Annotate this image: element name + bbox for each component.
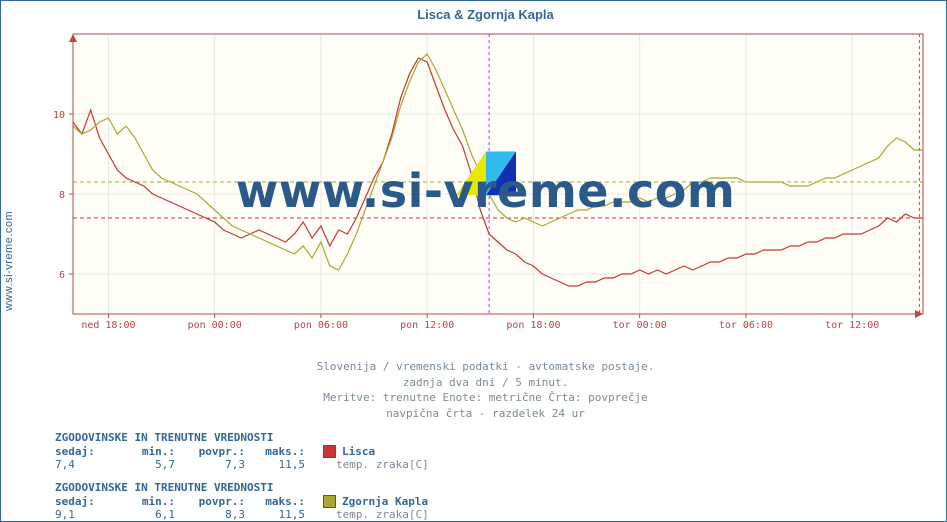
svg-text:tor 12:00: tor 12:00 bbox=[825, 320, 879, 331]
svg-text:8: 8 bbox=[59, 190, 65, 201]
val-maks: 11,5 bbox=[245, 458, 305, 471]
svg-text:tor 00:00: tor 00:00 bbox=[613, 320, 667, 331]
col-min: min.: bbox=[115, 495, 175, 508]
col-sedaj: sedaj: bbox=[55, 445, 115, 458]
stats-title: ZGODOVINSKE IN TRENUTNE VREDNOSTI bbox=[55, 481, 946, 494]
svg-text:tor 06:00: tor 06:00 bbox=[719, 320, 773, 331]
svg-text:6: 6 bbox=[59, 270, 65, 281]
col-povpr: povpr.: bbox=[175, 495, 245, 508]
caption: Slovenija / vremenski podatki - avtomats… bbox=[25, 359, 946, 421]
val-sedaj: 7,4 bbox=[55, 458, 115, 471]
series-name: Lisca bbox=[342, 445, 375, 458]
panel: www.si-vreme.com Lisca & Zgornja Kapla 6… bbox=[0, 0, 947, 522]
chart-title: Lisca & Zgornja Kapla bbox=[25, 1, 946, 24]
svg-text:pon 00:00: pon 00:00 bbox=[188, 320, 242, 331]
val-min: 6,1 bbox=[115, 508, 175, 521]
chart-area: 6 8 10 ned 18:00 pon 00:00 pon 06:00 pon 12:00… bbox=[33, 24, 938, 357]
series-sub: temp. zraka[C] bbox=[336, 458, 429, 471]
watermark-side: www.si-vreme.com bbox=[3, 211, 15, 311]
stats-header-row: sedaj:min.:povpr.:maks.: Lisca bbox=[55, 445, 946, 458]
col-maks: maks.: bbox=[245, 495, 305, 508]
series-sub: temp. zraka[C] bbox=[336, 508, 429, 521]
stats-block: ZGODOVINSKE IN TRENUTNE VREDNOSTIsedaj:m… bbox=[55, 481, 946, 521]
stats-value-row: 7,45,77,311,5 temp. zraka[C] bbox=[55, 458, 946, 471]
stats-title: ZGODOVINSKE IN TRENUTNE VREDNOSTI bbox=[55, 431, 946, 444]
val-sedaj: 9,1 bbox=[55, 508, 115, 521]
col-maks: maks.: bbox=[245, 445, 305, 458]
stats-container: ZGODOVINSKE IN TRENUTNE VREDNOSTIsedaj:m… bbox=[25, 421, 946, 521]
val-povpr: 8,3 bbox=[175, 508, 245, 521]
val-povpr: 7,3 bbox=[175, 458, 245, 471]
stats-value-row: 9,16,18,311,5 temp. zraka[C] bbox=[55, 508, 946, 521]
chart-svg: 6 8 10 ned 18:00 pon 00:00 pon 06:00 pon 12:00… bbox=[33, 24, 933, 344]
col-povpr: povpr.: bbox=[175, 445, 245, 458]
svg-text:10: 10 bbox=[53, 110, 65, 121]
stats-block: ZGODOVINSKE IN TRENUTNE VREDNOSTIsedaj:m… bbox=[55, 431, 946, 471]
svg-text:pon 06:00: pon 06:00 bbox=[294, 320, 348, 331]
stats-header-row: sedaj:min.:povpr.:maks.: Zgornja Kapla bbox=[55, 495, 946, 508]
svg-text:ned 18:00: ned 18:00 bbox=[81, 320, 135, 331]
col-min: min.: bbox=[115, 445, 175, 458]
left-strip: www.si-vreme.com bbox=[1, 1, 25, 521]
col-sedaj: sedaj: bbox=[55, 495, 115, 508]
caption-line: zadnja dva dni / 5 minut. bbox=[25, 375, 946, 390]
main: Lisca & Zgornja Kapla 6 8 10 ned 18:00 pon 0… bbox=[25, 1, 946, 521]
caption-line: Meritve: trenutne Enote: metrične Črta: … bbox=[25, 390, 946, 405]
svg-text:pon 18:00: pon 18:00 bbox=[506, 320, 560, 331]
series-swatch bbox=[323, 445, 336, 458]
svg-text:pon 12:00: pon 12:00 bbox=[400, 320, 454, 331]
val-min: 5,7 bbox=[115, 458, 175, 471]
series-name: Zgornja Kapla bbox=[342, 495, 428, 508]
caption-line: navpična črta - razdelek 24 ur bbox=[25, 406, 946, 421]
caption-line: Slovenija / vremenski podatki - avtomats… bbox=[25, 359, 946, 374]
series-swatch bbox=[323, 495, 336, 508]
val-maks: 11,5 bbox=[245, 508, 305, 521]
